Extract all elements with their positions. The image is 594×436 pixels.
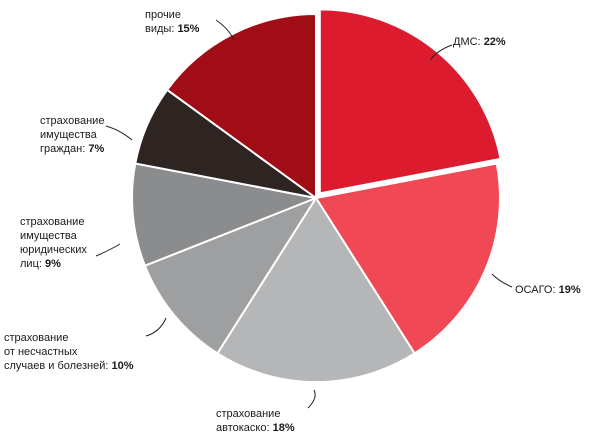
pie-slice-4 [131,162,317,267]
slice-label-osago: ОСАГО: 19% [515,284,581,296]
pie-slice-2 [216,197,416,383]
pie-slice-3 [143,197,317,355]
pie-slice-0 [318,8,502,195]
slice-label-dms: ДМС: 22% [453,36,506,48]
pie-slice-6 [166,13,317,199]
slice-label-autocasco: страхование автокаско: 18% [216,408,295,434]
slice-label-other: прочие виды: 15% [145,9,200,35]
pie-slice-1 [315,162,501,355]
slice-labels: ДМС: 22% ОСАГО: 19% страхование автокаск… [4,9,581,434]
leader-line-citizen-property [105,125,133,141]
leader-lines [95,19,513,409]
slice-label-legal-property: страхование имущества юридических лиц: 9… [20,216,90,270]
leader-line-legal-property [95,243,121,257]
leader-line-dms [429,44,453,61]
pie-slices [131,8,502,383]
slice-label-accident: страхование от несчастных случаев и боле… [4,332,134,372]
leader-line-autocasco [307,389,316,409]
slice-label-citizen-property: страхование имущества граждан: 7% [40,115,108,155]
leader-line-osago [491,273,513,288]
leader-line-other [215,19,235,41]
leader-line-accident [145,317,167,337]
